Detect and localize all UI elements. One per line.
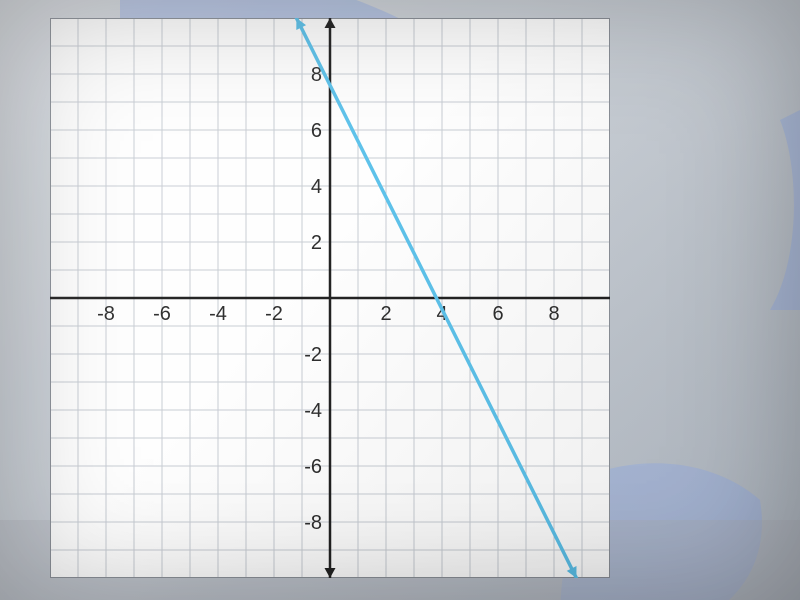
y-tick-label: -6	[304, 456, 322, 478]
y-tick-label: 2	[311, 232, 322, 254]
x-tick-label: -8	[97, 303, 115, 325]
y-tick-label: 4	[311, 176, 322, 198]
y-tick-label: 6	[311, 120, 322, 142]
x-tick-label: 2	[380, 303, 391, 325]
y-tick-label: -2	[304, 344, 322, 366]
x-tick-label: 6	[492, 303, 503, 325]
y-tick-label: -4	[304, 400, 322, 422]
x-tick-label: -4	[209, 303, 227, 325]
stage: -8-6-4-22468-8-6-4-22468	[0, 0, 800, 600]
x-tick-label: 8	[548, 303, 559, 325]
coordinate-graph: -8-6-4-22468-8-6-4-22468	[50, 18, 610, 578]
y-tick-label: -8	[304, 512, 322, 534]
x-tick-label: -6	[153, 303, 171, 325]
x-tick-label: -2	[265, 303, 283, 325]
